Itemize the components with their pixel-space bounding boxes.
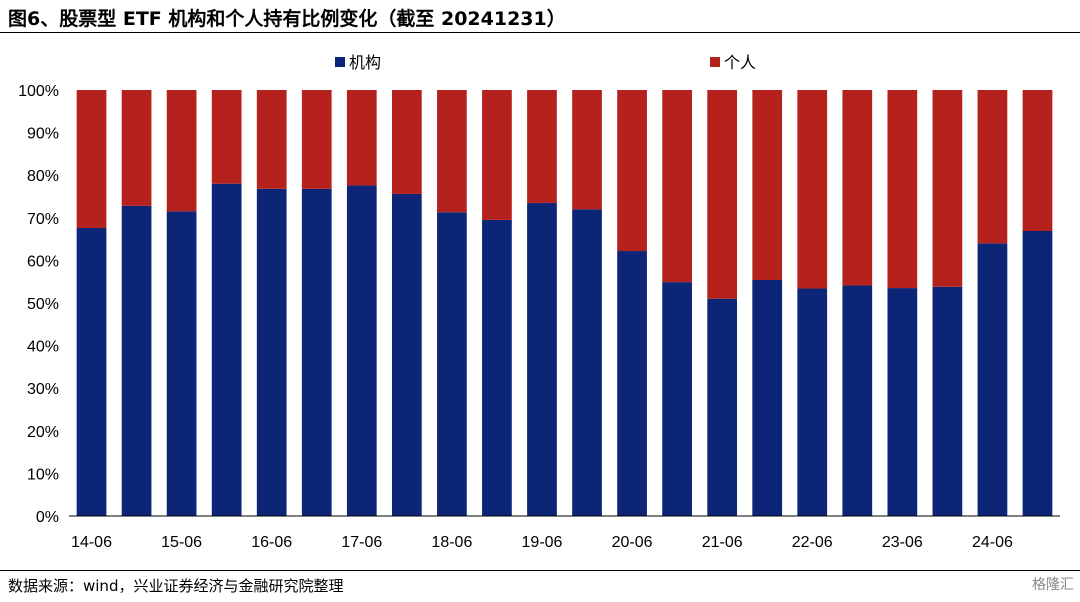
x-tick-label: 16-06 (251, 534, 292, 551)
bar-individual (256, 90, 287, 189)
data-source-note: 数据来源：wind，兴业证券经济与金融研究院整理 (8, 577, 344, 595)
bar-individual (166, 90, 197, 212)
bar-individual (887, 90, 918, 289)
x-tick-label: 24-06 (972, 534, 1013, 551)
y-tick-label: 90% (27, 126, 59, 143)
bar-individual (932, 90, 963, 287)
bar-individual (977, 90, 1008, 244)
bar-institution (166, 211, 197, 516)
legend-label: 机构 (349, 54, 381, 72)
bar-institution (211, 183, 242, 516)
bar-institution (617, 251, 647, 516)
legend-swatch (710, 57, 720, 67)
bar-individual (391, 90, 422, 194)
x-tick-label: 19-06 (522, 534, 563, 551)
y-tick-label: 70% (27, 211, 59, 228)
bar-individual (527, 90, 557, 203)
bar-institution (527, 202, 557, 516)
bar-institution (482, 219, 512, 516)
legend-label: 个人 (724, 54, 756, 72)
bar-institution (797, 288, 828, 516)
y-tick-label: 40% (27, 339, 59, 356)
bar-institution (391, 193, 422, 516)
bar-institution (887, 288, 918, 516)
source-divider (0, 570, 1080, 571)
bar-institution (842, 285, 873, 516)
bar-institution (256, 188, 287, 516)
bar-individual (572, 90, 602, 210)
x-tick-label: 15-06 (161, 534, 202, 551)
title-divider (0, 32, 1080, 33)
y-tick-label: 10% (27, 466, 59, 483)
bar-individual (752, 90, 783, 280)
x-tick-label: 17-06 (341, 534, 382, 551)
bar-individual (76, 90, 107, 229)
bar-individual (437, 90, 467, 213)
chart-title: 图6、股票型 ETF 机构和个人持有比例变化（截至 20241231） (8, 8, 566, 30)
y-tick-label: 80% (27, 168, 59, 185)
bar-individual (121, 90, 152, 206)
y-tick-label: 0% (36, 509, 59, 526)
x-tick-label: 21-06 (702, 534, 743, 551)
bar-individual (1022, 90, 1053, 232)
bar-institution (346, 185, 377, 516)
bar-institution (437, 212, 467, 516)
bar-institution (121, 205, 152, 516)
bar-institution (662, 282, 692, 516)
watermark-logo: 格隆汇 (1032, 577, 1074, 593)
bar-institution (572, 209, 602, 516)
bar-individual (797, 90, 828, 289)
y-tick-label: 50% (27, 296, 59, 313)
bar-individual (482, 90, 512, 220)
bar-individual (211, 90, 242, 184)
stacked-bar-chart: 0% 10% 20% 30% 40% 50% 60% 70% 80% 90% 100% 14-06 15… (18, 54, 1060, 551)
y-tick-label: 60% (27, 253, 59, 270)
y-tick-label: 20% (27, 424, 59, 441)
bar-institution (752, 279, 783, 516)
y-tick-label: 100% (18, 83, 59, 100)
legend-swatch (335, 57, 345, 67)
bar-individual (301, 90, 332, 189)
bar-institution (1022, 231, 1053, 517)
x-tick-label: 22-06 (792, 534, 833, 551)
bar-individual (662, 90, 692, 283)
y-tick-label: 30% (27, 381, 59, 398)
x-tick-label: 18-06 (431, 534, 472, 551)
bar-institution (301, 188, 332, 516)
bar-individual (346, 90, 377, 186)
bar-individual (617, 90, 647, 252)
x-tick-label: 23-06 (882, 534, 923, 551)
bar-individual (707, 90, 738, 299)
bar-institution (977, 243, 1008, 517)
bar-institution (707, 298, 738, 516)
bar-institution (76, 228, 107, 517)
bar-individual (842, 90, 873, 286)
x-tick-label: 20-06 (612, 534, 653, 551)
x-tick-label: 14-06 (71, 534, 112, 551)
bar-institution (932, 286, 963, 516)
